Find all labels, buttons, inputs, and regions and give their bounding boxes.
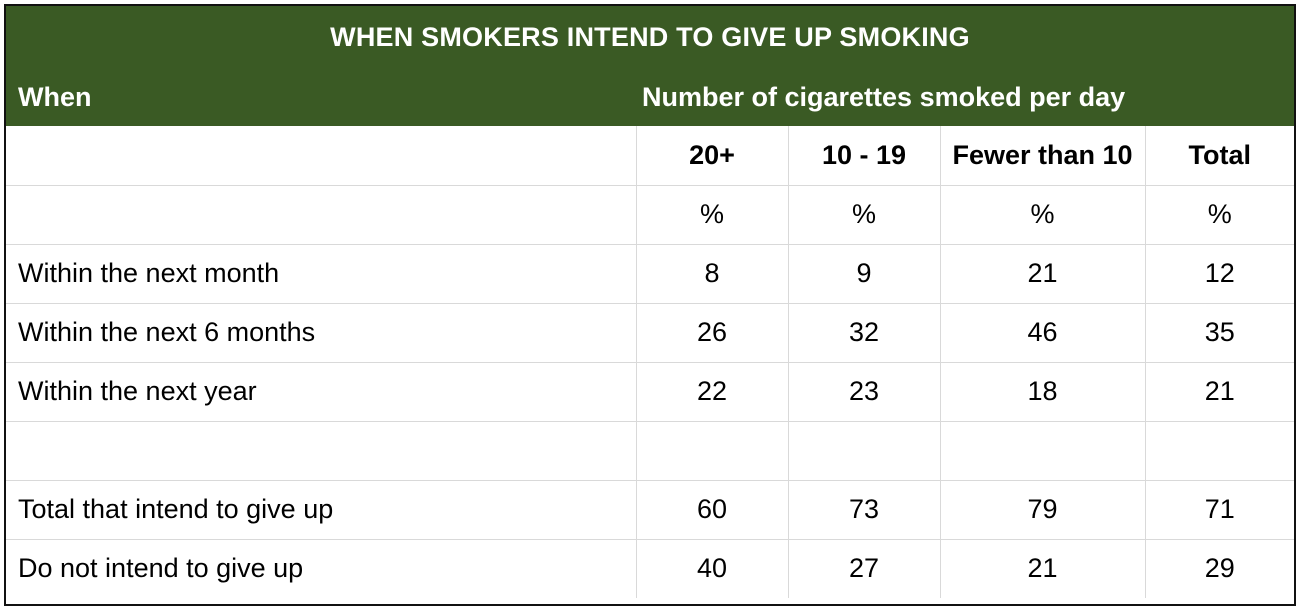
- value-cell: 21: [939, 244, 1145, 304]
- value-cell: 60: [635, 480, 788, 540]
- value-cell: 18: [939, 362, 1145, 422]
- value-cell: 21: [1144, 362, 1294, 422]
- header-banner: WHEN SMOKERS INTEND TO GIVE UP SMOKING W…: [6, 6, 1294, 126]
- value-cell: 35: [1144, 303, 1294, 363]
- value-cell: 12: [1144, 244, 1294, 304]
- column-header: 10 - 19: [787, 126, 940, 186]
- row-label: Total that intend to give up: [6, 480, 636, 540]
- value-cell: 23: [787, 362, 940, 422]
- value-cell: 73: [787, 480, 940, 540]
- column-header-row: 20+ 10 - 19 Fewer than 10 Total: [6, 126, 1294, 186]
- row-header-label: When: [18, 82, 92, 112]
- table-frame: WHEN SMOKERS INTEND TO GIVE UP SMOKING W…: [4, 4, 1296, 606]
- data-table: 20+ 10 - 19 Fewer than 10 Total % % % % …: [6, 126, 1294, 598]
- table-row: Within the next 6 months 26 32 46 35: [6, 303, 1294, 363]
- value-cell: 71: [1144, 480, 1294, 540]
- value-cell: 22: [635, 362, 788, 422]
- table-row: Do not intend to give up 40 27 21 29: [6, 539, 1294, 598]
- value-cell: 79: [939, 480, 1145, 540]
- header-blank-cell: [6, 126, 636, 186]
- unit-cell: %: [787, 185, 940, 245]
- value-cell: 9: [787, 244, 940, 304]
- column-group-label: Number of cigarettes smoked per day: [642, 82, 1126, 112]
- value-cell: 21: [939, 539, 1145, 598]
- value-cell: [939, 421, 1145, 481]
- column-header: Total: [1144, 126, 1294, 186]
- unit-row: % % % %: [6, 185, 1294, 245]
- table-row: Total that intend to give up 60 73 79 71: [6, 480, 1294, 540]
- table-title: WHEN SMOKERS INTEND TO GIVE UP SMOKING: [330, 22, 970, 52]
- row-label: Do not intend to give up: [18, 553, 304, 584]
- value-cell: 26: [635, 303, 788, 363]
- table-row: Within the next month 8 9 21 12: [6, 244, 1294, 304]
- unit-cell: %: [939, 185, 1145, 245]
- value-cell: 27: [787, 539, 940, 598]
- row-label: Within the next month: [6, 244, 636, 304]
- unit-cell: %: [635, 185, 788, 245]
- value-cell: 46: [939, 303, 1145, 363]
- value-cell: [787, 421, 940, 481]
- column-header: Fewer than 10: [939, 126, 1145, 186]
- spacer-row: [6, 421, 1294, 481]
- row-label: Within the next 6 months: [6, 303, 636, 363]
- unit-cell: %: [1144, 185, 1294, 245]
- value-cell: [1144, 421, 1294, 481]
- row-label: [6, 421, 636, 481]
- row-label: Within the next year: [6, 362, 636, 422]
- value-cell: 29: [1144, 539, 1294, 598]
- value-cell: 40: [635, 539, 788, 598]
- column-header: 20+: [635, 126, 788, 186]
- unit-blank-cell: [6, 185, 636, 245]
- value-cell: 32: [787, 303, 940, 363]
- table-row: Within the next year 22 23 18 21: [6, 362, 1294, 422]
- value-cell: 8: [635, 244, 788, 304]
- value-cell: [635, 421, 788, 481]
